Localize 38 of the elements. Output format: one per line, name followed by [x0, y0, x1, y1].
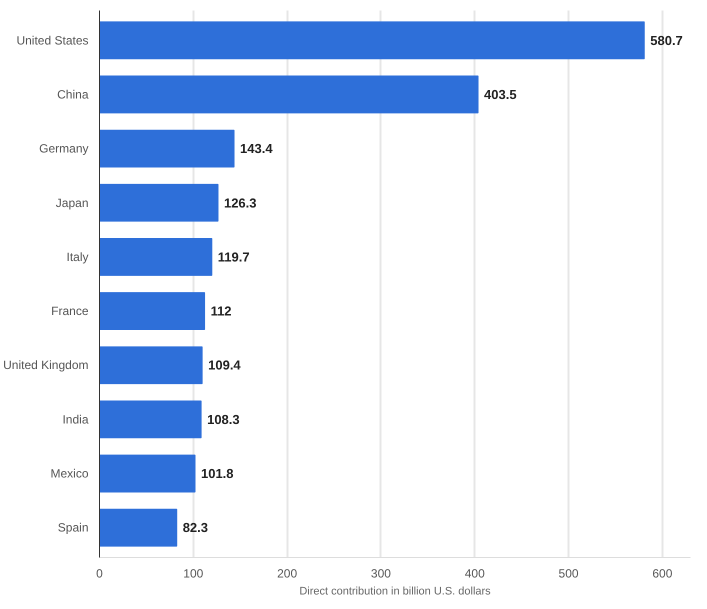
bar: [100, 508, 178, 547]
x-tick-label: 600: [652, 566, 673, 580]
data-label: 112: [210, 304, 232, 319]
bar: [100, 238, 212, 276]
x-tick-label: 0: [96, 566, 104, 580]
data-label: 82.3: [182, 520, 208, 536]
data-label: 403.5: [484, 86, 517, 102]
bar: [100, 400, 202, 438]
y-tick-label: France: [51, 304, 89, 318]
y-tick-label: United Kingdom: [3, 358, 89, 372]
y-tick-label: Germany: [39, 142, 89, 156]
bar: [100, 130, 235, 168]
y-tick-label: Mexico: [50, 466, 89, 481]
x-tick-label: 400: [464, 566, 486, 580]
y-tick-label: India: [62, 412, 89, 426]
x-tick-label: 300: [370, 566, 392, 580]
bar: [100, 184, 218, 222]
bar: [100, 76, 479, 114]
data-label: 580.7: [650, 32, 683, 48]
bar: [100, 346, 203, 384]
x-axis-title: Direct contribution in billion U.S. dollars: [299, 586, 492, 598]
y-tick-label: China: [57, 87, 89, 102]
data-label: 126.3: [224, 195, 257, 210]
bar: [100, 454, 196, 492]
y-tick-label: Spain: [58, 520, 89, 535]
data-label: 101.8: [201, 466, 234, 482]
y-tick-label: United States: [16, 33, 89, 48]
data-label: 143.4: [240, 141, 274, 156]
x-tick-label: 200: [277, 566, 298, 580]
data-label: 108.3: [207, 412, 240, 427]
bar: [100, 292, 206, 330]
x-tick-label: 500: [558, 566, 579, 580]
data-label: 119.7: [218, 249, 250, 264]
data-label: 109.4: [208, 358, 242, 373]
x-tick-label: 100: [183, 566, 204, 580]
y-tick-label: Japan: [56, 196, 89, 210]
bar: [100, 21, 645, 60]
y-tick-label: Italy: [66, 250, 89, 264]
